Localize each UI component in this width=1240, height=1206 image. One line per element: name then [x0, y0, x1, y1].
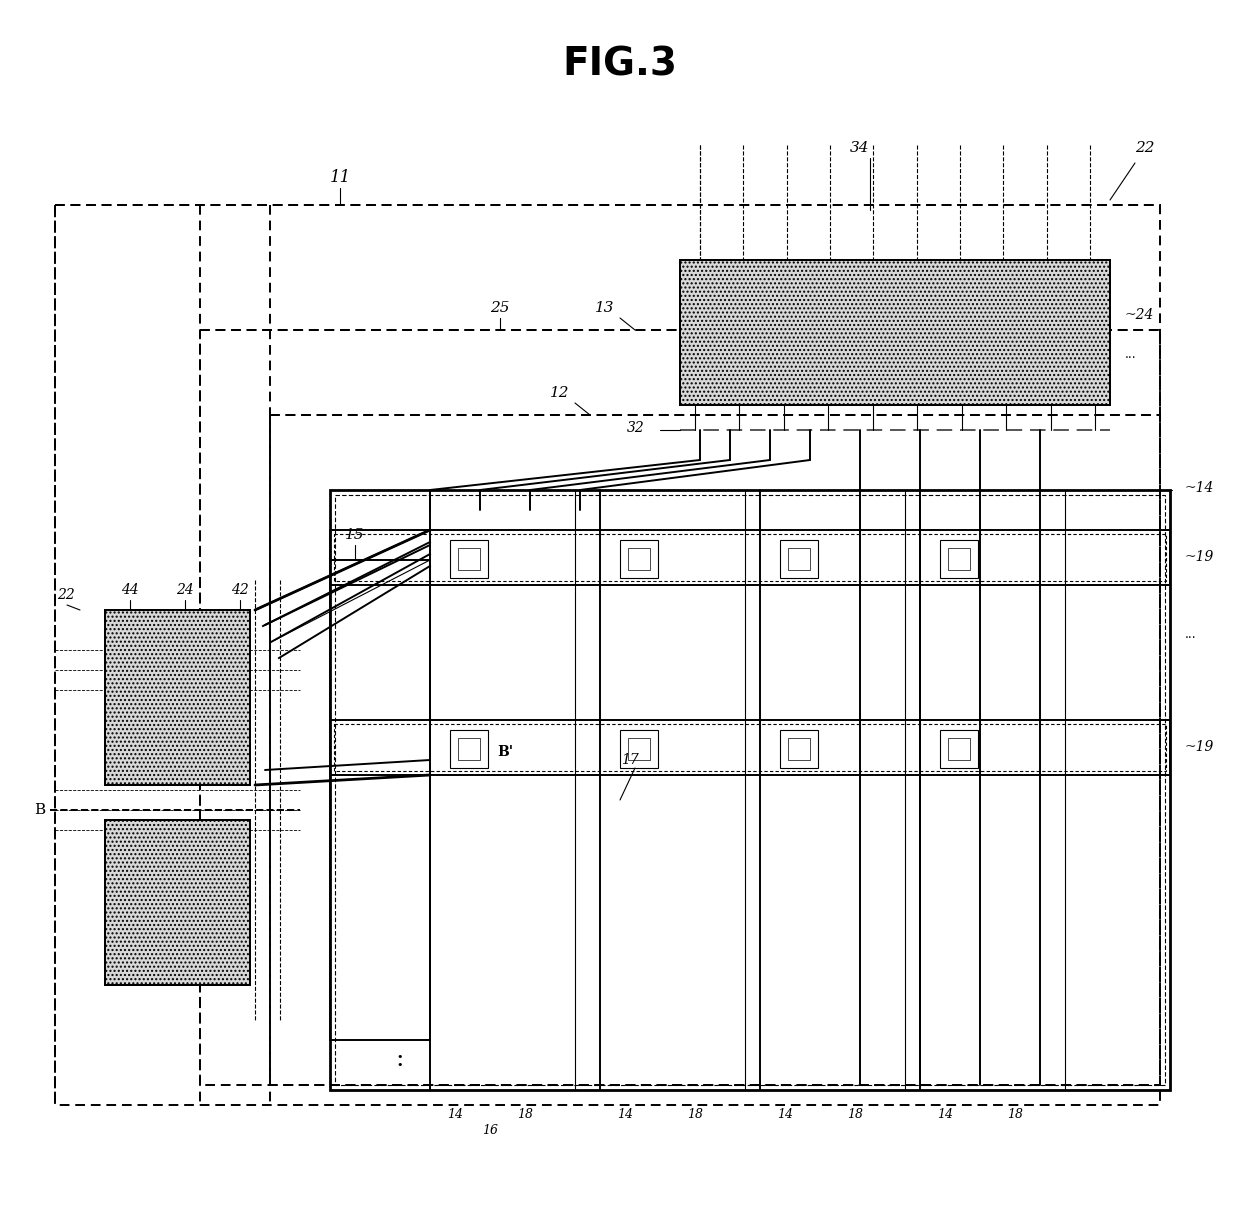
Text: 11: 11 — [330, 170, 351, 187]
Text: 32: 32 — [627, 421, 645, 435]
Bar — [620, 730, 658, 768]
Text: 18: 18 — [687, 1108, 703, 1122]
Bar — [105, 820, 250, 985]
Bar — [680, 260, 1110, 405]
Text: 42: 42 — [231, 582, 249, 597]
Bar — [787, 738, 810, 760]
Bar — [680, 260, 1110, 405]
Bar — [330, 490, 1171, 1090]
Text: 17: 17 — [621, 753, 639, 767]
Bar — [949, 548, 970, 570]
Bar — [780, 730, 818, 768]
Bar — [55, 205, 1159, 1105]
Text: 24: 24 — [176, 582, 193, 597]
Text: :: : — [396, 1048, 404, 1071]
Bar — [330, 529, 1171, 585]
Text: 22: 22 — [1136, 141, 1154, 156]
Bar — [458, 548, 480, 570]
Bar — [787, 548, 810, 570]
Text: 14: 14 — [937, 1108, 954, 1122]
Text: ...: ... — [1185, 628, 1197, 642]
Text: 22: 22 — [57, 589, 74, 602]
Text: B: B — [33, 803, 45, 816]
Bar — [949, 738, 970, 760]
Bar — [105, 610, 250, 785]
Bar — [627, 738, 650, 760]
Bar — [330, 560, 430, 1040]
Bar — [458, 738, 480, 760]
Text: 18: 18 — [847, 1108, 863, 1122]
Text: ~19: ~19 — [1185, 740, 1214, 754]
Bar — [940, 540, 978, 578]
Bar — [450, 540, 489, 578]
Bar — [270, 415, 1159, 1085]
Bar — [334, 724, 1166, 771]
Bar — [105, 820, 250, 985]
Bar — [105, 610, 250, 785]
Text: ~24: ~24 — [1125, 308, 1154, 322]
Text: 13: 13 — [595, 302, 615, 315]
Bar — [334, 534, 1166, 581]
Text: ~14: ~14 — [1185, 481, 1214, 494]
Text: ~19: ~19 — [1185, 550, 1214, 564]
Text: 14: 14 — [446, 1108, 463, 1122]
Text: 18: 18 — [1007, 1108, 1023, 1122]
Bar — [940, 730, 978, 768]
Text: 16: 16 — [482, 1124, 498, 1136]
Text: FIG.3: FIG.3 — [563, 46, 677, 84]
Bar — [450, 730, 489, 768]
Text: 25: 25 — [490, 302, 510, 315]
Text: B': B' — [497, 745, 513, 759]
Text: 15: 15 — [345, 528, 365, 541]
Text: 12: 12 — [551, 386, 569, 400]
Bar — [335, 494, 1166, 1085]
Bar — [780, 540, 818, 578]
Bar — [627, 548, 650, 570]
Text: 14: 14 — [777, 1108, 794, 1122]
Text: 34: 34 — [851, 141, 869, 156]
Bar — [620, 540, 658, 578]
Text: 18: 18 — [517, 1108, 533, 1122]
Text: 14: 14 — [618, 1108, 632, 1122]
Text: ...: ... — [1125, 349, 1137, 362]
Bar — [200, 330, 1159, 1085]
Bar — [330, 720, 1171, 775]
Text: 44: 44 — [122, 582, 139, 597]
